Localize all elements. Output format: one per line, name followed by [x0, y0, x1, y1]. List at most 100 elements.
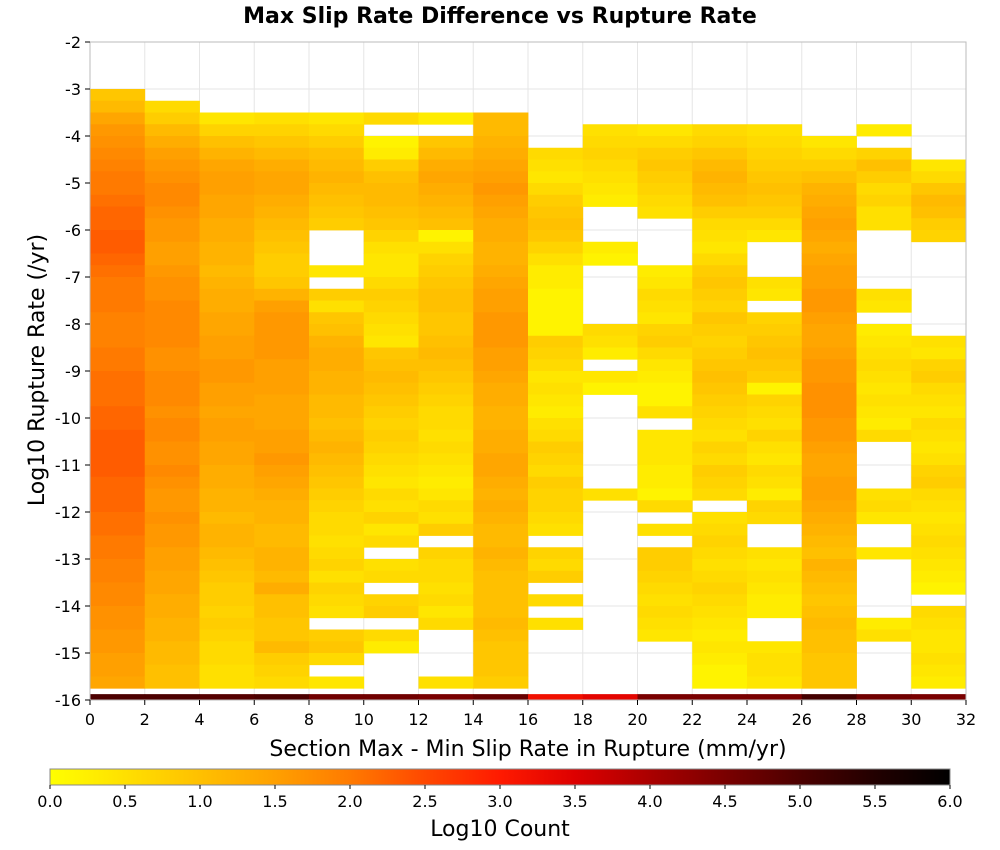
heatmap-cell [309, 394, 365, 407]
heatmap-cell [363, 394, 419, 407]
heatmap-cell [144, 206, 200, 219]
heatmap-cell [582, 324, 638, 337]
heatmap-cell [911, 547, 967, 560]
heatmap-cell [144, 617, 200, 630]
y-tick-label: -6 [65, 221, 81, 240]
heatmap-cell [144, 218, 200, 231]
heatmap-cell [309, 335, 365, 348]
heatmap-cell [856, 547, 912, 560]
heatmap-cell [90, 147, 146, 160]
heatmap-cell [254, 253, 310, 266]
heatmap-cell [473, 253, 529, 266]
heatmap-cell [254, 694, 310, 700]
heatmap-cell [90, 606, 146, 619]
heatmap-cell [199, 265, 255, 278]
heatmap-cell [254, 418, 310, 431]
heatmap-cell [528, 394, 584, 407]
heatmap-cell [418, 523, 474, 536]
heatmap-cell [692, 241, 748, 254]
heatmap-cell [801, 312, 857, 325]
heatmap-cell [418, 230, 474, 243]
heatmap-cell [473, 324, 529, 337]
heatmap-cell [199, 429, 255, 442]
heatmap-cell [418, 324, 474, 337]
heatmap-cell [418, 394, 474, 407]
heatmap-cell [90, 629, 146, 642]
heatmap-cell [309, 112, 365, 125]
heatmap-cell [747, 371, 803, 384]
heatmap-cell [254, 241, 310, 254]
heatmap-cell [692, 606, 748, 619]
heatmap-cell [747, 594, 803, 607]
heatmap-cell [90, 324, 146, 337]
heatmap-cell [473, 406, 529, 419]
heatmap-cell [801, 570, 857, 583]
x-tick-label: 14 [463, 710, 483, 729]
heatmap-cell [254, 147, 310, 160]
heatmap-cell [363, 371, 419, 384]
heatmap-cell [637, 465, 693, 478]
heatmap-cell [199, 183, 255, 196]
heatmap-cell [692, 359, 748, 372]
heatmap-cell [90, 218, 146, 231]
heatmap-cell [199, 335, 255, 348]
heatmap-cell [692, 465, 748, 478]
heatmap-cell [747, 694, 803, 700]
heatmap-cell [801, 288, 857, 301]
heatmap-cell [90, 694, 146, 700]
heatmap-cell [692, 594, 748, 607]
heatmap-cell [199, 664, 255, 677]
heatmap-cell [199, 453, 255, 466]
heatmap-cell [90, 617, 146, 630]
heatmap-cell [856, 159, 912, 172]
heatmap-cell [254, 347, 310, 360]
heatmap-cell [254, 124, 310, 137]
heatmap-cell [528, 359, 584, 372]
heatmap-cell [144, 147, 200, 160]
heatmap-cell [90, 653, 146, 666]
colorbar-tick-label: 4.0 [637, 792, 662, 811]
heatmap-cell [309, 559, 365, 572]
heatmap-cell [254, 159, 310, 172]
heatmap-cell [692, 382, 748, 395]
heatmap-cell [144, 171, 200, 184]
heatmap-cell [144, 394, 200, 407]
heatmap-cell [363, 183, 419, 196]
heatmap-cell [528, 547, 584, 560]
heatmap-cell [528, 382, 584, 395]
heatmap-cell [528, 288, 584, 301]
heatmap-cell [144, 512, 200, 525]
heatmap-cell [418, 288, 474, 301]
heatmap-cell [363, 359, 419, 372]
heatmap-cell [473, 582, 529, 595]
heatmap-cell [747, 453, 803, 466]
heatmap-cell [144, 136, 200, 149]
heatmap-cell [363, 335, 419, 348]
heatmap-cell [692, 218, 748, 231]
heatmap-cell [309, 500, 365, 513]
heatmap-cell [254, 371, 310, 384]
heatmap-cell [90, 406, 146, 419]
heatmap-cell [692, 265, 748, 278]
heatmap-cell [363, 641, 419, 654]
heatmap-cell [747, 441, 803, 454]
colorbar-tick-label: 1.0 [187, 792, 212, 811]
heatmap-cell [90, 100, 146, 113]
heatmap-cell [144, 406, 200, 419]
heatmap-cell [582, 347, 638, 360]
heatmap-cell [473, 277, 529, 290]
heatmap-cell [637, 547, 693, 560]
heatmap-cell [637, 206, 693, 219]
heatmap-cell [473, 441, 529, 454]
y-axis-label: Log10 Rupture Rate (/yr) [25, 234, 50, 506]
heatmap-cell [254, 206, 310, 219]
heatmap-cell [747, 570, 803, 583]
heatmap-cell [911, 206, 967, 219]
heatmap-cell [911, 418, 967, 431]
heatmap-cell [199, 523, 255, 536]
heatmap-cell [747, 147, 803, 160]
heatmap-cell [856, 394, 912, 407]
heatmap-cell [637, 265, 693, 278]
heatmap-cell [418, 617, 474, 630]
heatmap-cell [363, 159, 419, 172]
